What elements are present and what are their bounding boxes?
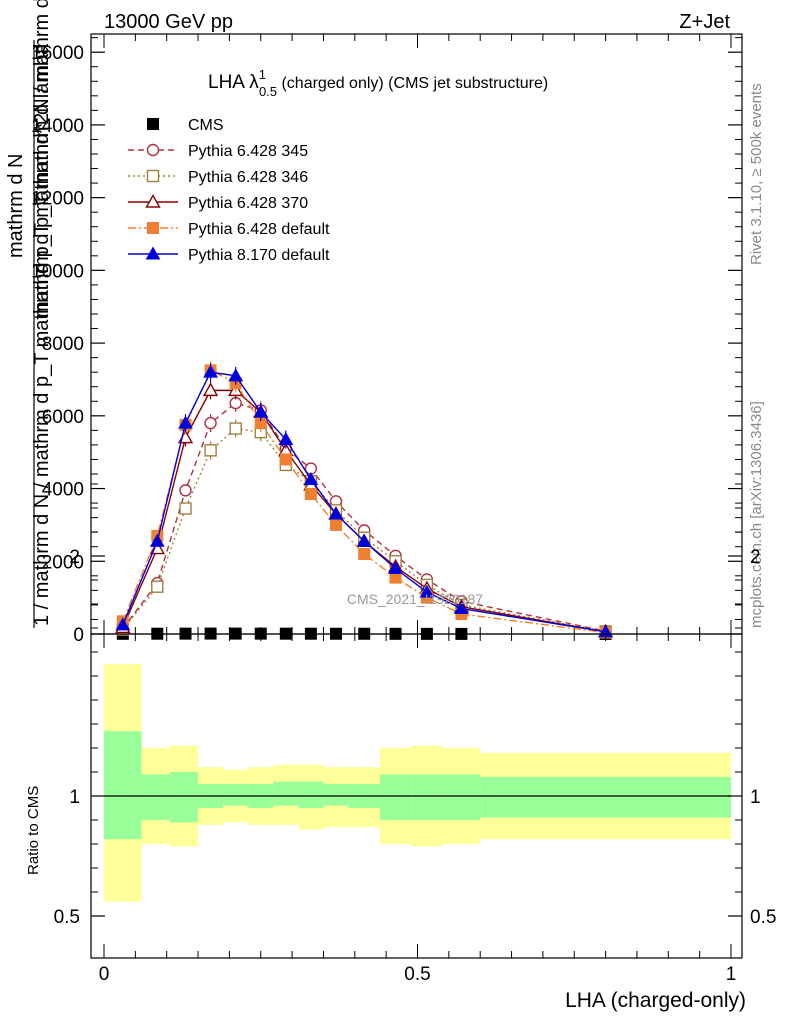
legend-entry-pythia-6-428-default: Pythia 6.428 default xyxy=(128,221,330,238)
data-point-pythia-8-170-default xyxy=(149,533,165,547)
y-tick-label: 14000 xyxy=(31,116,84,137)
ratio-y-tick-label-left: 0.5 xyxy=(54,907,80,928)
ratio-stat-band-bin xyxy=(323,784,349,806)
y-tick-label: 6000 xyxy=(42,407,84,428)
legend-entry-cms: CMS xyxy=(147,117,224,134)
plot-title-sub: 0.5 xyxy=(259,84,277,99)
legend-label: Pythia 6.428 345 xyxy=(188,143,308,160)
data-point-pythia-8-170-default xyxy=(328,506,344,520)
plot-title-main: LHA λ xyxy=(208,72,259,93)
data-point-pythia-8-170-default xyxy=(115,617,131,631)
legend-entry-pythia-6-428-346: Pythia 6.428 346 xyxy=(128,169,308,186)
x-tick-label: 0 xyxy=(99,964,110,985)
y-tick-label: 16000 xyxy=(31,43,84,64)
data-point-pythia-8-170-default xyxy=(203,364,218,378)
legend-label: Pythia 6.428 370 xyxy=(188,195,308,212)
ratio-stat-band-bin xyxy=(169,772,199,823)
data-point-pythia-6-428-345 xyxy=(179,484,192,497)
ratio-stat-band-bin xyxy=(223,784,249,806)
ratio-stat-band-bin xyxy=(141,774,170,820)
ratio-stat-band-bin xyxy=(442,774,481,820)
legend-marker xyxy=(146,143,160,157)
header-left: 13000 GeV pp xyxy=(104,11,233,33)
ratio-y-tick-label-right: 2 xyxy=(750,547,761,568)
legend-entry-pythia-6-428-345: Pythia 6.428 345 xyxy=(128,143,308,160)
data-point-pythia-6-428-default xyxy=(304,488,317,500)
plot-title-sup: 1 xyxy=(259,67,266,82)
data-point-pythia-8-170-default xyxy=(356,533,372,547)
data-point-pythia-6-428-default xyxy=(329,518,342,531)
data-point-pythia-6-428-346 xyxy=(229,422,242,435)
data-point-pythia-8-170-default xyxy=(228,368,244,382)
ratio-stat-band-bin xyxy=(298,781,324,808)
y-axis-label-numer: mathrm d N xyxy=(5,154,27,258)
plot-title-rest: (charged only) (CMS jet substructure) xyxy=(277,75,548,92)
data-point-pythia-8-170-default xyxy=(454,601,469,615)
x-tick-label: 0.5 xyxy=(404,964,430,985)
data-point-pythia-8-170-default xyxy=(388,561,403,575)
legend-marker xyxy=(146,169,160,183)
series-line-pythia-8-170-default xyxy=(122,371,606,633)
legend: CMS Pythia 6.428 345 Pythia 6.428 346 Pythi… xyxy=(128,117,330,264)
plot-title: LHA λ1 0.5 (charged only) (CMS jet substr… xyxy=(208,67,548,99)
data-point-pythia-8-170-default xyxy=(419,584,435,598)
y-tick-label: 12000 xyxy=(31,189,84,210)
y-tick-label: 8000 xyxy=(42,334,84,355)
y-tick-label: 4000 xyxy=(42,480,84,501)
y-tick-label: 2000 xyxy=(42,552,84,573)
legend-marker xyxy=(147,222,159,234)
ratio-panel: 0 0.5 1 0.5 0.5 1 1 2 2 xyxy=(54,483,776,985)
legend-marker xyxy=(145,194,161,208)
data-point-pythia-6-428-default xyxy=(279,453,292,466)
data-point-pythia-6-428-346 xyxy=(151,580,164,593)
y-axis-label-top: mathrm d N mathrm d p_T mathrm d lamba 1… xyxy=(5,0,53,628)
ratio-y-tick-label-right: 1 xyxy=(750,787,761,808)
legend-entry-pythia-8-170-default: Pythia 8.170 default xyxy=(128,246,330,264)
data-point-pythia-8-170-default xyxy=(178,415,193,429)
watermark: CMS_2021_I1920187 xyxy=(347,591,483,607)
data-point-pythia-6-428-346 xyxy=(179,502,192,515)
rivet-label: Rivet 3.1.10, ≥ 500k events xyxy=(748,83,765,265)
y-tick-label: 10000 xyxy=(31,261,84,282)
ratio-y-tick-label-left: 2 xyxy=(69,547,80,568)
ratio-y-tick-label-left: 1 xyxy=(69,787,80,808)
legend-entry-pythia-6-428-370: Pythia 6.428 370 xyxy=(128,194,308,212)
y-axis-label-full: 1 / mathrm d N / mathrm d p_T mathrm d p… xyxy=(31,0,53,626)
data-point-pythia-6-428-default xyxy=(358,548,371,560)
legend-label: Pythia 6.428 default xyxy=(188,221,330,238)
y-tick-label: 0 xyxy=(73,625,84,646)
mcplots-label: mcplots.cern.ch [arXiv:1306.3436] xyxy=(748,401,765,628)
legend-marker xyxy=(147,118,159,130)
ratio-stat-band-bin xyxy=(480,776,731,818)
y-axis-label-denom: mathrm d p_T mathrm d lamba xyxy=(31,43,53,318)
legend-label: Pythia 8.170 default xyxy=(188,247,330,264)
legend-label: CMS xyxy=(188,117,224,134)
y-axis-label-ratio: Ratio to CMS xyxy=(25,786,42,875)
legend-marker xyxy=(145,246,161,260)
header-right: Z+Jet xyxy=(679,11,730,33)
data-point-pythia-8-170-default xyxy=(253,404,269,418)
data-point-pythia-6-428-345 xyxy=(204,416,217,430)
ratio-stat-band-bin xyxy=(104,731,142,840)
x-tick-label: 1 xyxy=(726,964,737,985)
main-panel: 0 2000 4000 6000 8000 10000 12000 14000 16000 xyxy=(31,33,743,646)
data-point-pythia-6-428-370 xyxy=(202,382,219,397)
ratio-stat-band-bin xyxy=(411,774,443,820)
legend-label: Pythia 6.428 346 xyxy=(188,169,308,186)
data-point-pythia-6-428-346 xyxy=(204,444,217,457)
ratio-stat-band-bin xyxy=(379,774,412,820)
ratio-y-tick-label-right: 0.5 xyxy=(750,907,776,928)
ratio-stat-band-bin xyxy=(273,781,299,806)
x-axis-label: LHA (charged-only) xyxy=(565,989,746,1012)
data-point-pythia-8-170-default xyxy=(278,431,294,445)
data-point-pythia-8-170-default xyxy=(303,471,319,485)
